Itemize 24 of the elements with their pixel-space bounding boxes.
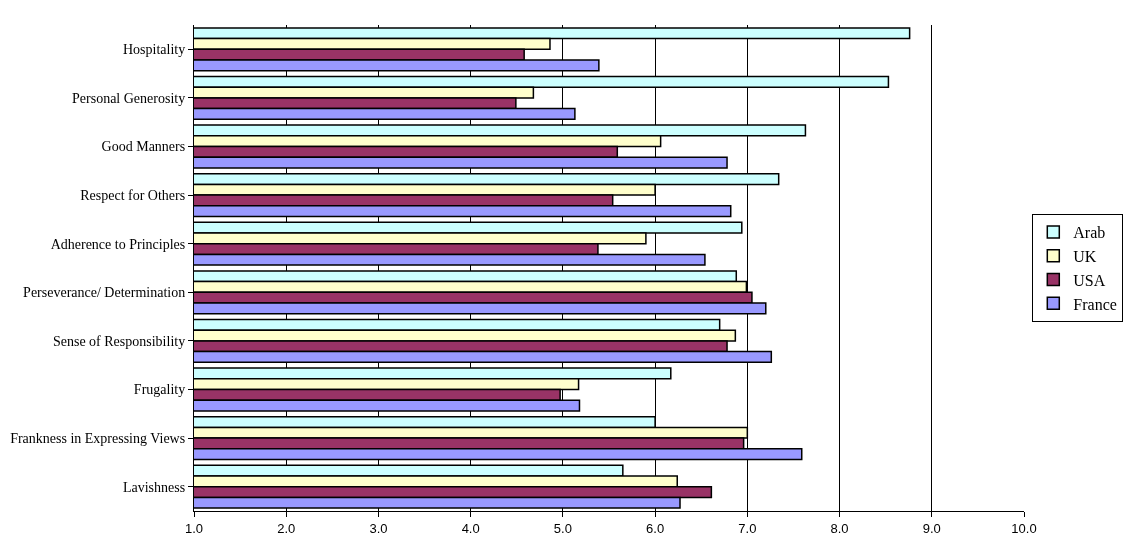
x-tick-label: 9.0 bbox=[922, 520, 941, 536]
y-tick-label: Personal Generosity bbox=[72, 90, 186, 106]
y-tick-label: Frugality bbox=[133, 382, 186, 398]
x-tick-label: 1.0 bbox=[184, 520, 204, 536]
legend-label: UK bbox=[1073, 247, 1097, 265]
legend-label: France bbox=[1073, 295, 1117, 313]
legend-label: Arab bbox=[1073, 224, 1106, 242]
x-tick-label: 4.0 bbox=[461, 520, 480, 536]
y-tick-label: Good Manners bbox=[101, 139, 186, 155]
x-tick-label: 3.0 bbox=[369, 520, 388, 536]
x-tick-label: 5.0 bbox=[553, 520, 572, 536]
y-tick-label: Adherence to Principles bbox=[50, 236, 186, 252]
y-tick-label: Respect for Others bbox=[80, 188, 186, 203]
y-tick-label: Sense of Responsibility bbox=[52, 333, 186, 349]
y-tick-label: Perseverance/ Determination bbox=[23, 285, 186, 301]
x-tick-label: 8.0 bbox=[830, 520, 849, 536]
y-tick-label: Lavishness bbox=[122, 479, 186, 495]
x-tick-label: 6.0 bbox=[646, 520, 665, 536]
y-tick-label: Hospitality bbox=[122, 42, 186, 58]
y-tick-label: Frankness in Expressing Views bbox=[10, 431, 186, 446]
x-tick-label: 7.0 bbox=[738, 520, 757, 536]
x-tick-label: 10.0 bbox=[1011, 520, 1037, 536]
x-tick-label: 2.0 bbox=[277, 520, 296, 536]
legend-label: USA bbox=[1073, 271, 1106, 289]
